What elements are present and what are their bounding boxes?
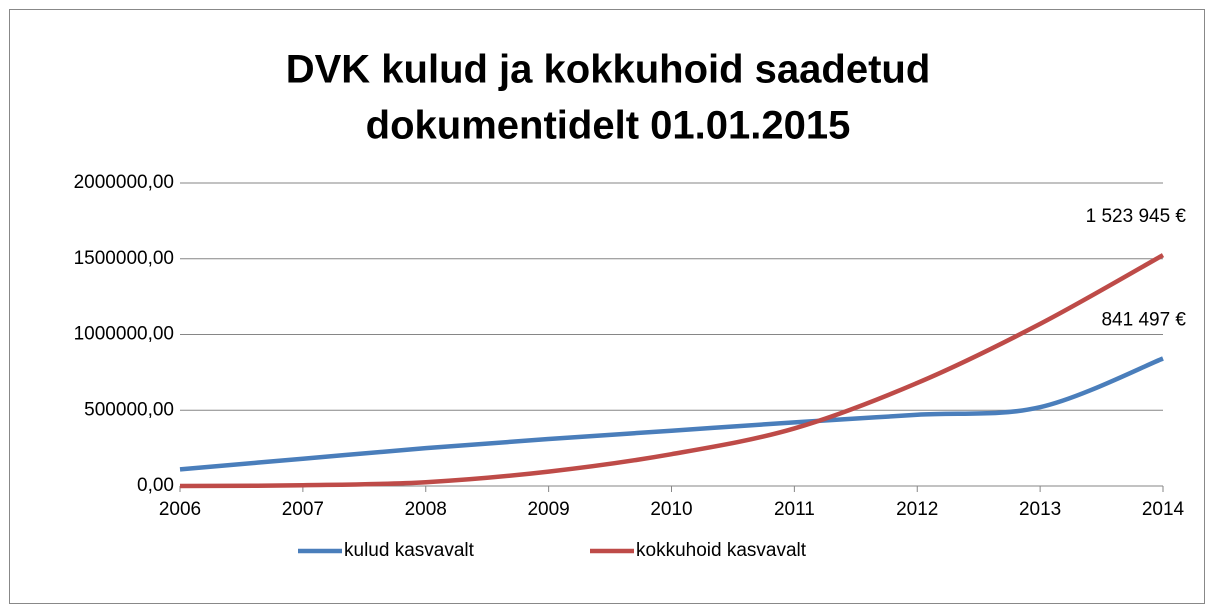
- y-tick-label: 500000,00: [84, 399, 174, 420]
- data-label: 841 497 €: [1101, 310, 1186, 331]
- x-tick-label: 2010: [650, 499, 692, 520]
- x-tick-label: 2012: [896, 499, 938, 520]
- x-tick-label: 2006: [159, 499, 201, 520]
- y-tick-label: 1500000,00: [74, 248, 174, 269]
- x-tick-label: 2011: [774, 499, 815, 520]
- legend-label: kulud kasvavalt: [344, 540, 475, 561]
- x-tick-label: 2014: [1142, 499, 1185, 520]
- x-tick-label: 2009: [527, 499, 569, 520]
- x-tick-label: 2008: [405, 499, 447, 520]
- chart-border: [9, 9, 1205, 604]
- y-tick-label: 0,00: [137, 475, 174, 496]
- x-tick-label: 2007: [282, 499, 324, 520]
- y-tick-label: 2000000,00: [74, 172, 174, 193]
- y-tick-label: 1000000,00: [74, 324, 174, 345]
- data-label: 1 523 945 €: [1086, 206, 1187, 227]
- x-tick-label: 2013: [1019, 499, 1061, 520]
- line-series: [179, 356, 1164, 472]
- chart-title: dokumentidelt 01.01.2015: [366, 104, 851, 148]
- chart-title: DVK kulud ja kokkuhoid saadetud: [286, 48, 931, 92]
- line-series: [179, 253, 1165, 489]
- legend-label: kokkuhoid kasvavalt: [636, 540, 807, 561]
